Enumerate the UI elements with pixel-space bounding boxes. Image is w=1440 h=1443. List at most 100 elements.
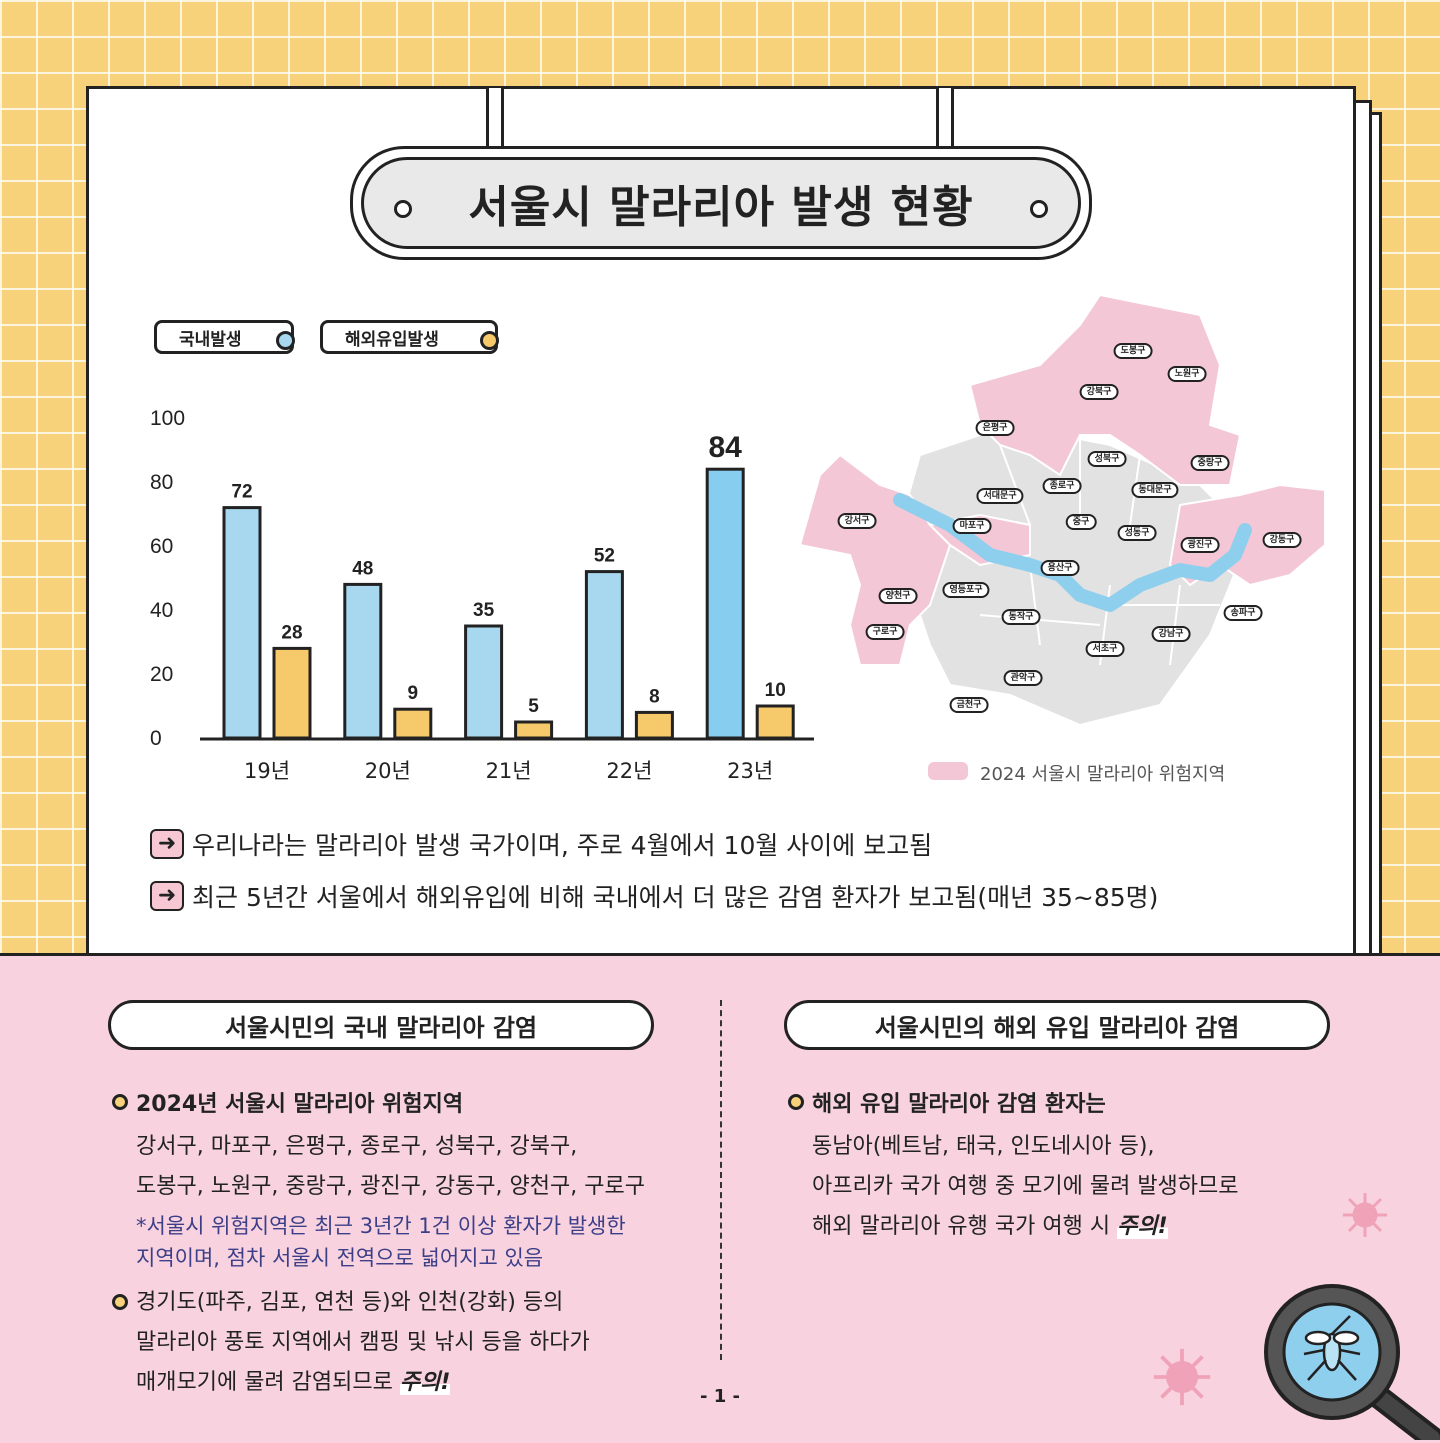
x-tick-label: 21년	[486, 759, 532, 783]
bar-domestic	[222, 506, 262, 740]
map-district-label: 노원구	[1167, 366, 1207, 382]
imported-heading: 해외 유입 말라리아 감염 환자는	[812, 1092, 1106, 1117]
map-district-label: 중랑구	[1190, 455, 1230, 471]
data-label: 10	[765, 680, 786, 701]
bar-domestic	[584, 570, 624, 740]
virus-icon	[1153, 1348, 1211, 1406]
imported-line2: 아프리카 국가 여행 중 모기에 물려 발생하므로	[812, 1174, 1239, 1199]
title-plate: 서울시 말라리아 발생 현황	[350, 146, 1092, 260]
han-river	[893, 493, 1252, 612]
x-tick-label: 19년	[244, 759, 290, 783]
map-district-label: 용산구	[1040, 560, 1080, 576]
y-tick-label: 100	[150, 407, 185, 430]
domestic-bullet2-line3-text: 매개모기에 물려 감염되므로	[136, 1370, 393, 1395]
imported-line3-text: 해외 말라리아 유행 국가 여행 시	[812, 1214, 1111, 1239]
note-line-2: ➜ 최근 5년간 서울에서 해외유입에 비해 국내에서 더 많은 감염 환자가 …	[150, 878, 1158, 914]
page-title: 서울시 말라리아 발생 현황	[468, 182, 974, 233]
map-district-label: 강북구	[1079, 384, 1119, 400]
map-district-label: 마포구	[952, 518, 992, 534]
note-text-1: 우리나라는 말라리아 발생 국가이며, 주로 4월에서 10월 사이에 보고됨	[192, 831, 933, 860]
map-district-label: 강동구	[1262, 532, 1302, 548]
map-district-label: 동대문구	[1131, 482, 1179, 498]
bar-imported	[514, 720, 554, 740]
domestic-bullet1-line1: 강서구, 마포구, 은평구, 종로구, 성북구, 강북구,	[136, 1134, 578, 1159]
data-label: 8	[649, 686, 660, 707]
map-district-label: 금천구	[949, 697, 989, 713]
y-tick-label: 0	[150, 727, 162, 750]
note-text-2: 최근 5년간 서울에서 해외유입에 비해 국내에서 더 많은 감염 환자가 보고…	[192, 883, 1159, 912]
map-district-label: 구로구	[865, 624, 905, 640]
map-district-label: 동작구	[1001, 609, 1041, 625]
arrow-right-icon: ➜	[150, 829, 184, 859]
map-legend-swatch	[928, 762, 968, 780]
data-label: 35	[473, 600, 495, 621]
domestic-section-title: 서울시민의 국내 말라리아 감염	[108, 1000, 654, 1050]
bar-imported	[393, 707, 433, 740]
y-tick-label: 60	[150, 535, 173, 558]
imported-line1: 동남아(베트남, 태국, 인도네시아 등),	[812, 1134, 1155, 1159]
data-label: 5	[528, 696, 539, 717]
domestic-bullet1-note2: 지역이며, 점차 서울시 전역으로 넓어지고 있음	[136, 1246, 544, 1270]
imported-line3: 해외 말라리아 유행 국가 여행 시 주의!	[812, 1208, 1168, 1240]
legend-imported: 해외유입발생	[320, 320, 499, 354]
domestic-bullet2-line3: 매개모기에 물려 감염되므로 주의!	[136, 1364, 451, 1396]
map-district-label: 광진구	[1180, 537, 1220, 553]
map-district-label: 강남구	[1151, 626, 1191, 642]
page-number: - 1 -	[700, 1386, 740, 1407]
bar-domestic	[343, 582, 383, 740]
domestic-bullet1-heading: 2024년 서울시 말라리아 위험지역	[136, 1092, 464, 1117]
title-inner: 서울시 말라리아 발생 현황	[361, 157, 1081, 249]
domestic-bullet-2	[112, 1294, 128, 1310]
domestic-warning: 주의!	[399, 1370, 451, 1395]
map-district-label: 양천구	[878, 588, 918, 604]
title-hanger-left	[486, 88, 504, 151]
imported-section-title: 서울시민의 해외 유입 말라리아 감염	[784, 1000, 1330, 1050]
domestic-bullet2-line1: 경기도(파주, 김포, 연천 등)와 인천(강화) 등의	[136, 1290, 564, 1315]
bar-imported	[634, 710, 674, 740]
note-line-1: ➜ 우리나라는 말라리아 발생 국가이며, 주로 4월에서 10월 사이에 보고…	[150, 826, 932, 862]
magnifier-mosquito-icon	[1264, 1284, 1440, 1440]
bar-imported	[272, 646, 312, 740]
section-divider	[720, 1000, 722, 1360]
arrow-right-icon: ➜	[150, 881, 184, 911]
map-legend-label: 2024 서울시 말라리아 위험지역	[980, 764, 1226, 785]
bar-chart: 0 20 40 60 80 100 72 28 19년 48 9 20년 35 5 21년 52 8 22년 84 1…	[150, 407, 814, 783]
domestic-bullet2-line2: 말라리아 풍토 지역에서 캠핑 및 낚시 등을 하다가	[136, 1330, 590, 1355]
map-district-label: 은평구	[975, 420, 1015, 436]
legend-domestic-dot	[276, 331, 295, 350]
map-district-label: 관악구	[1003, 670, 1043, 686]
map-district-label: 서초구	[1085, 641, 1125, 657]
map-district-label: 종로구	[1042, 478, 1082, 494]
title-hanger-right	[936, 88, 954, 151]
map-district-label: 강서구	[837, 513, 877, 529]
data-label: 84	[709, 431, 743, 464]
map-district-label: 영등포구	[942, 582, 990, 598]
domestic-bullet-1	[112, 1094, 128, 1110]
map-district-label: 송파구	[1223, 605, 1263, 621]
title-dot-right	[1030, 200, 1048, 218]
data-label: 28	[281, 622, 302, 643]
data-label: 52	[594, 546, 615, 567]
y-tick-label: 40	[150, 599, 173, 622]
data-label: 72	[231, 482, 252, 503]
x-tick-label: 22년	[606, 759, 652, 783]
data-label: 48	[352, 558, 373, 579]
bar-domestic	[705, 467, 745, 740]
legend-imported-label: 해외유입발생	[345, 329, 439, 350]
map-district-label: 중구	[1065, 514, 1097, 530]
x-tick-label: 20년	[365, 759, 411, 783]
data-label: 9	[408, 683, 419, 704]
y-tick-label: 80	[150, 471, 173, 494]
map-district-label: 도봉구	[1113, 343, 1153, 359]
title-dot-left	[394, 200, 412, 218]
imported-warning: 주의!	[1117, 1214, 1168, 1239]
legend-imported-dot	[480, 331, 499, 350]
imported-bullet	[788, 1094, 804, 1110]
map-district-label: 성동구	[1117, 525, 1157, 541]
legend-domestic: 국내발생	[154, 320, 295, 354]
legend-domestic-label: 국내발생	[179, 329, 242, 350]
bar-imported	[755, 704, 795, 740]
map-district-label: 성북구	[1087, 451, 1127, 467]
virus-icon	[1343, 1193, 1387, 1237]
y-tick-label: 20	[150, 663, 173, 686]
